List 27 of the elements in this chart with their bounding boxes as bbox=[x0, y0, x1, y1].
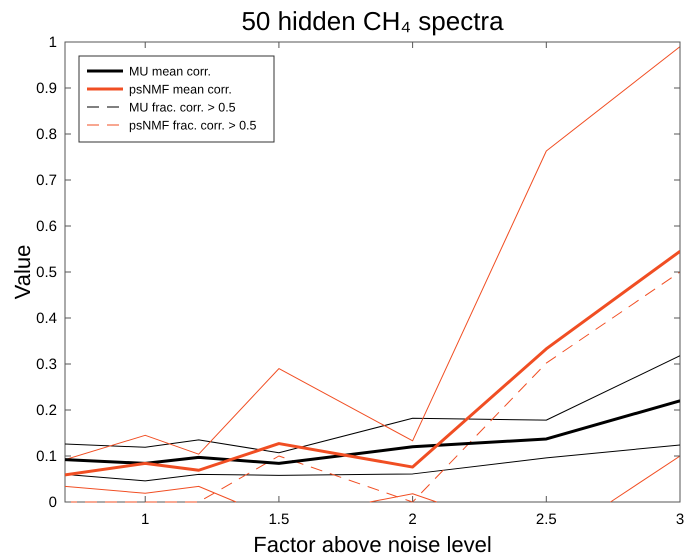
y-tick-label: 0.5 bbox=[36, 264, 57, 281]
x-axis-title: Factor above noise level bbox=[253, 532, 492, 557]
x-tick-label: 1.5 bbox=[268, 511, 290, 528]
y-tick-label: 0.8 bbox=[36, 126, 57, 143]
y-tick-label: 0 bbox=[48, 494, 57, 511]
x-tick-label: 3 bbox=[676, 511, 684, 528]
legend-label: MU frac. corr. > 0.5 bbox=[129, 100, 236, 114]
y-axis-title: Value bbox=[10, 244, 35, 300]
legend-label: psNMF mean corr. bbox=[129, 82, 232, 96]
y-tick-label: 0.4 bbox=[36, 310, 57, 327]
y-tick-label: 0.2 bbox=[36, 402, 57, 419]
y-tick-label: 0.1 bbox=[36, 448, 57, 465]
y-tick-label: 0.6 bbox=[36, 218, 57, 235]
legend-label: MU mean corr. bbox=[129, 64, 211, 78]
line-series bbox=[65, 250, 680, 476]
line-series bbox=[65, 355, 680, 454]
y-tick-label: 1 bbox=[48, 34, 57, 51]
chart-title: 50 hidden CH₄ spectra bbox=[241, 6, 504, 36]
x-tick-label: 1 bbox=[141, 511, 150, 528]
line-series bbox=[65, 46, 680, 460]
y-tick-label: 0.3 bbox=[36, 356, 57, 373]
line-series bbox=[65, 399, 680, 465]
y-tick-label: 0.9 bbox=[36, 80, 57, 97]
y-tick-label: 0.7 bbox=[36, 172, 57, 189]
legend-label: psNMF frac. corr. > 0.5 bbox=[129, 118, 257, 132]
x-tick-label: 2.5 bbox=[536, 511, 557, 528]
x-tick-label: 2 bbox=[408, 511, 417, 528]
